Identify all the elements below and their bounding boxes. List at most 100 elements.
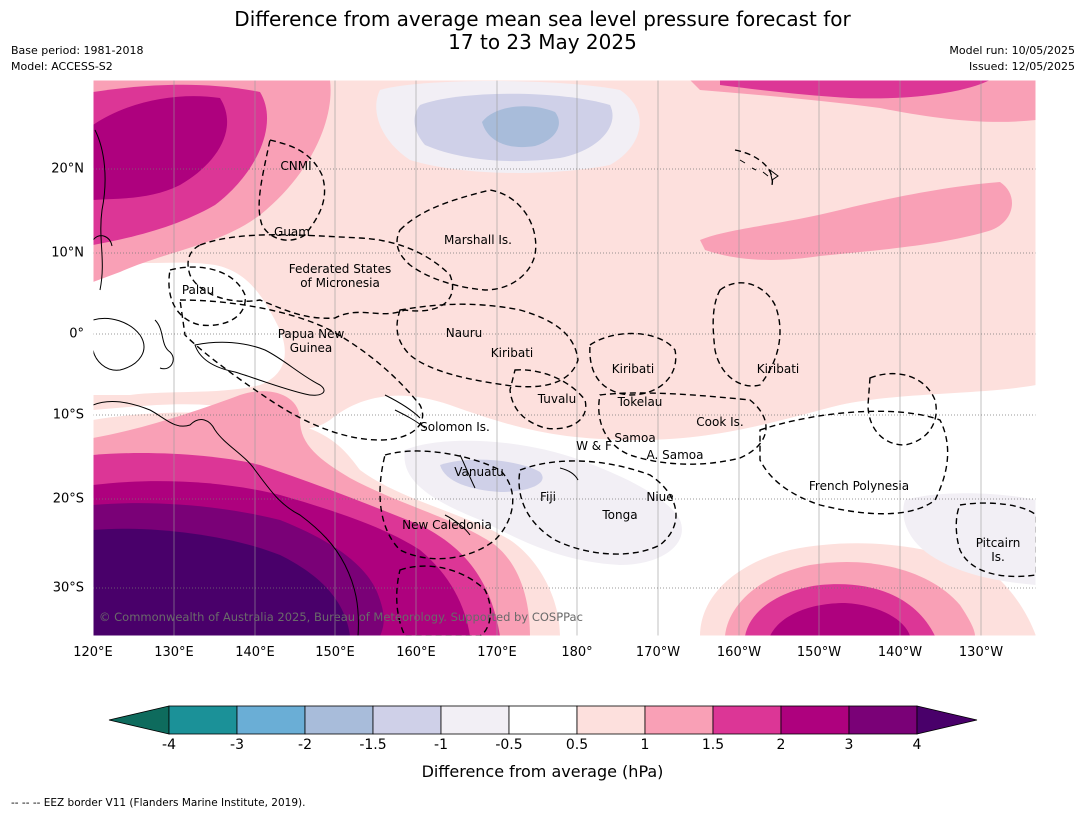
colorbar-tick-label: -2 [298, 737, 312, 753]
colorbar-segment [304, 705, 374, 735]
band-1-5-2-low-north [482, 106, 559, 148]
label-solomon-islands: Solomon Is. [420, 420, 490, 434]
label-png-line2: Guinea [289, 341, 333, 355]
latitude-label: 30°S [52, 580, 84, 596]
label-vanuatu: Vanuatu [454, 465, 504, 479]
label-pitcairn-line1: Pitcairn [975, 536, 1021, 550]
colorbar-extend-high [916, 705, 978, 735]
band-neutral-equator-west [93, 255, 285, 395]
eez-legend-note: -- -- -- EEZ border V11 (Flanders Marine… [11, 797, 306, 809]
coast-new-caledonia [444, 514, 471, 536]
label-png-line1: Papua New [277, 327, 345, 341]
colorbar-label: Difference from average (hPa) [421, 762, 664, 781]
eez-tokelau-cook [598, 392, 767, 465]
eez-borders [168, 139, 1036, 636]
label-marshall-islands: Marshall Is. [444, 233, 512, 247]
title-line-1: Difference from average mean sea level p… [234, 7, 851, 31]
colorbar-tick-label: 2 [776, 737, 786, 753]
label-guam: Guam [274, 225, 310, 239]
coast-australia [93, 400, 359, 636]
meta-right: Model run: 10/05/2025 Issued: 12/05/2025 [949, 43, 1075, 75]
longitude-label: 180° [561, 645, 593, 660]
coastlines [93, 129, 779, 636]
longitude-label: 120°E [73, 645, 113, 660]
eez-png-solomon [179, 299, 424, 441]
colorbar-segment [576, 705, 646, 735]
colorbar-tick-label: 3 [844, 737, 854, 753]
label-new-caledonia: New Caledonia [402, 518, 492, 532]
label-french-polynesia: French Polynesia [808, 479, 910, 493]
colorbar-tick-label: -3 [230, 737, 244, 753]
longitude-label: 170°W [635, 645, 681, 660]
label-png: Papua New Guinea [278, 327, 345, 355]
label-kiribati-west: Kiribati [490, 346, 534, 360]
label-fsm-line1: Federated States [288, 262, 392, 276]
model-run: Model run: 10/05/2025 [949, 44, 1075, 57]
label-fiji: Fiji [539, 490, 557, 504]
latitude-label: 20°S [52, 491, 84, 507]
latitude-label: 10°N [51, 245, 84, 261]
eez-fiji-tonga-niue [518, 460, 677, 555]
latitude-label: 10°S [52, 407, 84, 423]
coast-vanuatu [459, 454, 476, 489]
chart-title: Difference from average mean sea level p… [0, 8, 1085, 54]
label-wallis-futuna: W & F [576, 439, 612, 453]
title-line-2: 17 to 23 May 2025 [448, 30, 637, 54]
issued-date: Issued: 12/05/2025 [968, 60, 1075, 73]
latitude-label: 0° [69, 326, 84, 342]
coast-fiji [559, 467, 579, 481]
label-american-samoa: A. Samoa [646, 448, 704, 462]
colorbar-tick-label: 1 [640, 737, 650, 753]
band-0-5-1-tropics [93, 80, 1036, 440]
longitude-label: 150°W [796, 645, 842, 660]
colorbar-tick-label: -4 [162, 737, 176, 753]
label-niue: Niue [646, 490, 674, 504]
eez-frpoly [759, 410, 949, 515]
band-1-1-5-ne [700, 182, 1012, 260]
label-nauru: Nauru [445, 326, 483, 340]
copyright-credit: © Commonwealth of Australia 2025, Bureau… [99, 610, 583, 624]
eez-pitcairn [955, 502, 1036, 578]
eez-palau [168, 266, 246, 327]
longitude-label: 160°E [396, 645, 436, 660]
label-tokelau: Tokelau [617, 395, 663, 409]
colorbar-tick-label: 4 [912, 737, 922, 753]
base-period: Base period: 1981-2018 [11, 44, 144, 57]
colorbar-segment [644, 705, 714, 735]
label-cook-islands: Cook Is. [696, 415, 744, 429]
colorbar-segment [780, 705, 850, 735]
label-pitcairn-line2: Is. [991, 550, 1005, 564]
longitude-label: 130°W [958, 645, 1004, 660]
band-0-5-1-low-southeast [903, 493, 1036, 585]
coast-solomon-is [384, 394, 426, 429]
label-fsm-line2: of Micronesia [300, 276, 380, 290]
longitude-label: 170°E [477, 645, 517, 660]
longitude-label: 140°W [877, 645, 923, 660]
eez-kiribati-c [589, 332, 677, 396]
graticule [93, 80, 1036, 636]
colorbar-tick-label: -0.5 [495, 737, 523, 753]
band-gt4-southwest [93, 528, 350, 636]
coast-hawaii [739, 159, 779, 181]
eez-nz-kermadec [396, 565, 492, 636]
meta-left: Base period: 1981-2018 Model: ACCESS-S2 [11, 43, 143, 75]
coast-new-guinea [194, 341, 325, 396]
label-tuvalu: Tuvalu [537, 392, 577, 406]
longitude-label: 130°E [154, 645, 194, 660]
eez-kiribati-e [712, 282, 781, 387]
coast-borneo-sulawesi [93, 317, 174, 371]
label-kiribati-central: Kiribati [611, 362, 655, 376]
eez-vanuatu-newcal [379, 450, 514, 560]
longitude-label: 160°W [716, 645, 762, 660]
label-tonga: Tonga [602, 508, 638, 522]
band-2-3-southeast [770, 603, 910, 636]
label-pitcairn: Pitcairn Is. [976, 536, 1021, 564]
colorbar-segment [508, 705, 578, 735]
label-fsm: Federated States of Micronesia [289, 262, 391, 290]
eez-marshall [396, 189, 537, 291]
eez-fsm [187, 234, 454, 319]
colorbar-segment [848, 705, 918, 735]
latitude-label: 20°N [51, 161, 84, 177]
band-2-3-nw [93, 96, 228, 200]
